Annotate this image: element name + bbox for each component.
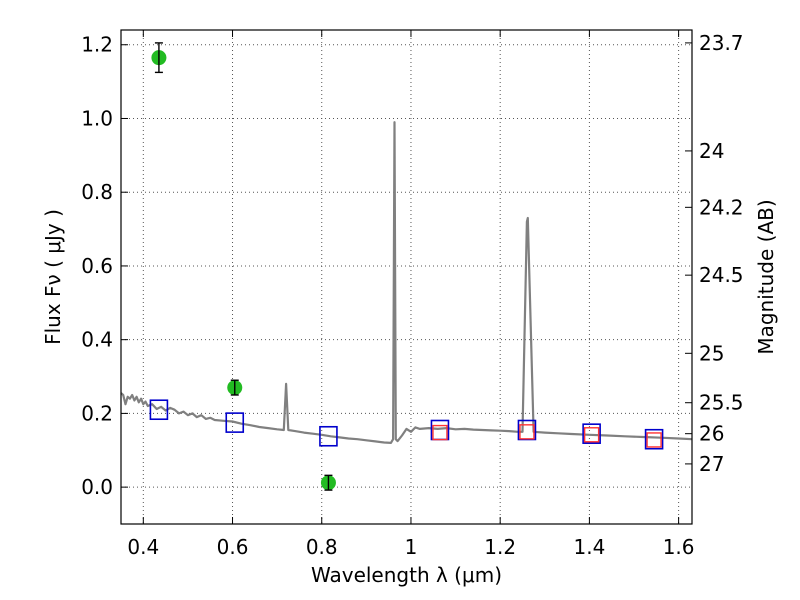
mag-tick-label: 24.2: [699, 195, 744, 219]
model-photometry-square: [149, 399, 169, 421]
mag-tick-label: 24.5: [699, 263, 744, 287]
x-tick-label: 0.4: [127, 535, 159, 559]
points-layer: [149, 42, 664, 491]
y-tick-label: 0.0: [81, 475, 113, 499]
y-tick-label: 0.2: [81, 401, 113, 425]
observed-photometry-square: [646, 432, 662, 448]
x-tick-label: 0.8: [306, 535, 338, 559]
model-photometry-square: [319, 425, 338, 447]
mag-tick-label: 23.7: [699, 31, 744, 55]
observed-photometry-square: [432, 424, 448, 441]
ticks-layer: 0.4 0.6 0.8 1 1.2 1.4 1.6 0.0 0.2 0.4 0.6 0.8 1.0 1.2…: [81, 30, 744, 559]
observed-photometry-square: [519, 424, 535, 440]
x-tick-label: 1: [405, 535, 418, 559]
mag-tick-label: 25.5: [699, 391, 744, 415]
x-tick-label: 0.6: [217, 535, 249, 559]
y-tick-label: 0.8: [81, 180, 113, 204]
grid-layer: [121, 30, 692, 524]
right-axis-title: Magnitude (AB): [754, 199, 778, 354]
x-tick-label: 1.2: [484, 535, 516, 559]
plot-frame: [120, 29, 693, 525]
mag-tick-label: 27: [699, 452, 724, 476]
x-tick-label: 1.4: [573, 535, 605, 559]
x-tick-label: 1.6: [663, 535, 695, 559]
y-tick-label: 1.0: [81, 106, 113, 130]
mag-tick-label: 26: [699, 422, 724, 446]
observed-photometry-square: [583, 427, 600, 443]
y-tick-label: 0.4: [81, 328, 113, 352]
model-photometry-square: [430, 419, 450, 441]
y-tick-label: 1.2: [81, 33, 113, 57]
model-photometry-square: [225, 412, 245, 433]
model-spectrum-line: [120, 121, 693, 444]
x-axis-title: Wavelength λ (μm): [311, 563, 502, 587]
model-photometry-square: [644, 428, 664, 450]
y-tick-label: 0.6: [81, 254, 113, 278]
mag-tick-label: 25: [699, 341, 724, 365]
mag-tick-label: 24: [699, 139, 724, 163]
model-photometry-square: [582, 423, 601, 444]
spectrum-layer: [120, 121, 693, 444]
y-axis-title: Flux Fν ( μJy ): [41, 209, 65, 345]
